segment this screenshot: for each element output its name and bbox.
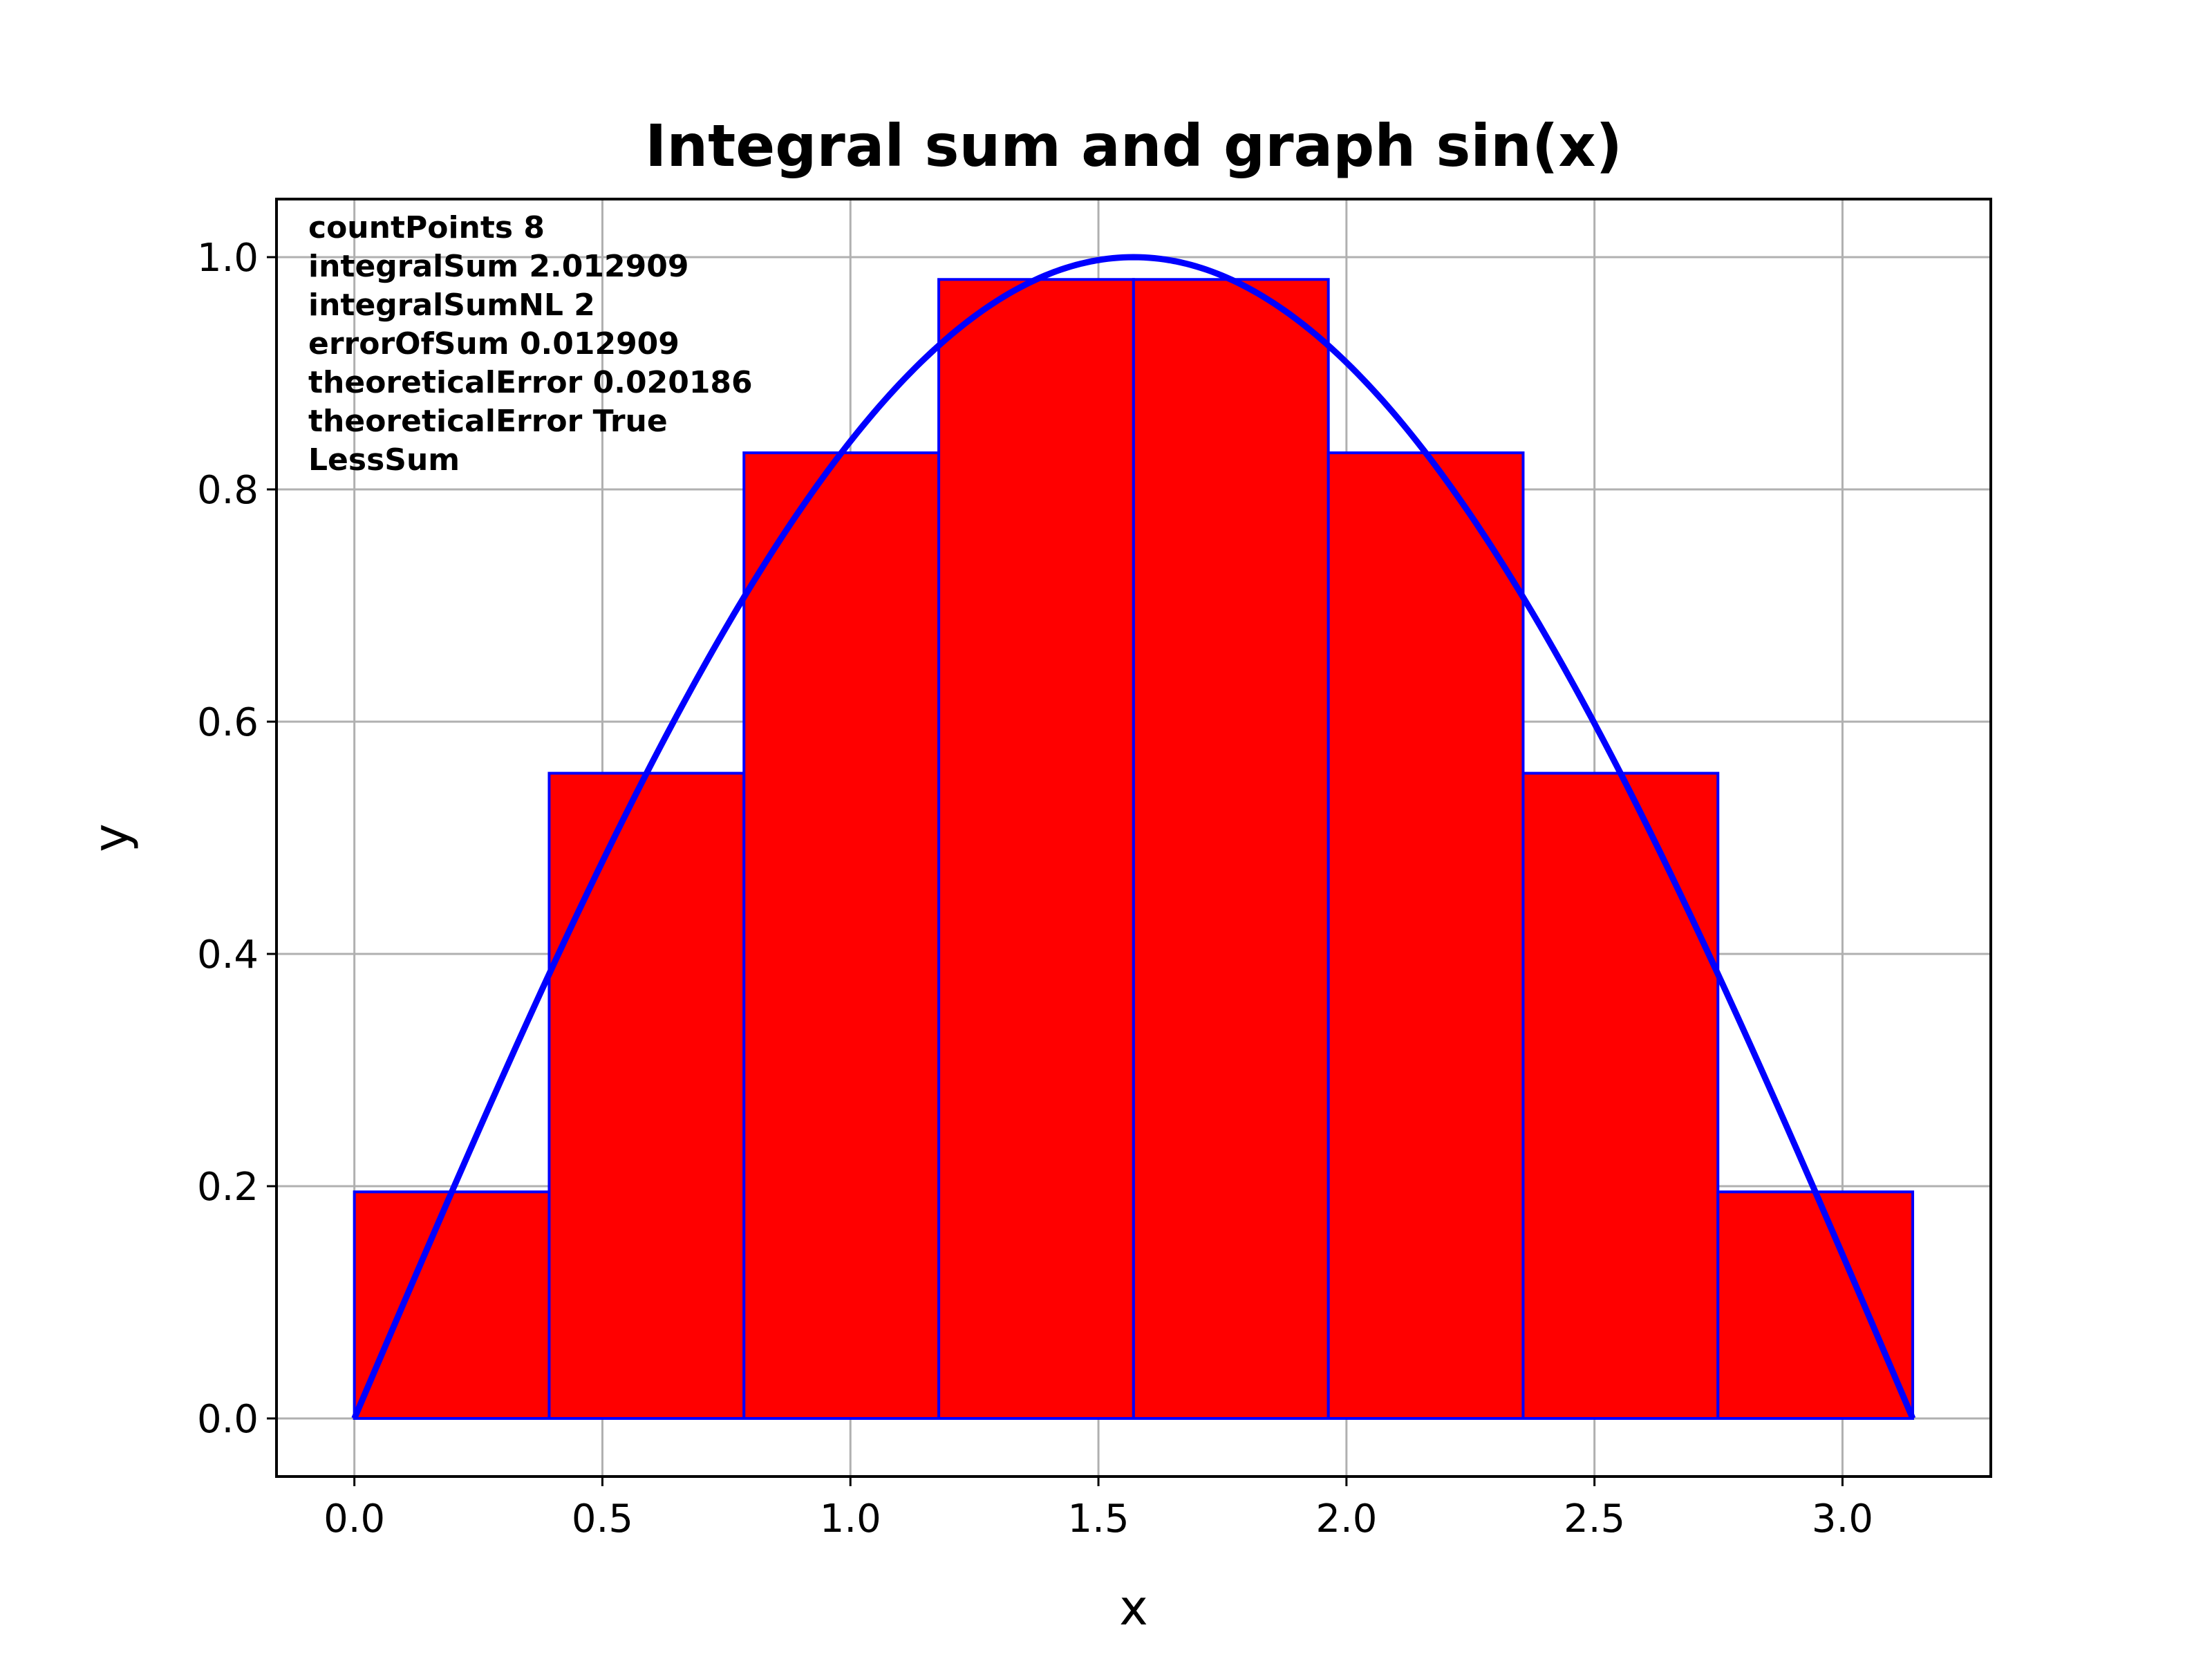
y-axis-ticks: 0.0 0.2 0.4 0.6 0.8 1.0 xyxy=(197,236,276,1442)
annotation-line-2: integralSumNL 2 xyxy=(308,288,595,323)
y-tick-label-1: 0.2 xyxy=(197,1165,259,1210)
annotation-line-1: integralSum 2.012909 xyxy=(308,249,688,284)
bar-5 xyxy=(1327,451,1525,1421)
bar-4 xyxy=(1132,278,1330,1421)
bar-3 xyxy=(937,278,1135,1421)
annotation-line-0: countPoints 8 xyxy=(308,210,545,245)
y-tick-label-5: 1.0 xyxy=(197,236,259,281)
x-tick-label-0: 0.0 xyxy=(324,1497,385,1541)
annotation-box: countPoints 8 integralSum 2.012909 integra… xyxy=(308,210,753,478)
bar-6 xyxy=(1521,771,1720,1421)
x-axis-label: x xyxy=(1119,1580,1147,1636)
y-tick-label-0: 0.0 xyxy=(197,1397,259,1442)
annotation-line-6: LessSum xyxy=(308,442,460,478)
bars xyxy=(353,278,1915,1421)
x-tick-label-3: 1.5 xyxy=(1068,1497,1130,1541)
sin-curve-layer xyxy=(351,254,1916,1420)
bar-7 xyxy=(1716,1190,1915,1421)
x-tick-label-1: 0.5 xyxy=(572,1497,633,1541)
x-tick-label-4: 2.0 xyxy=(1315,1497,1377,1541)
y-tick-label-3: 0.6 xyxy=(197,700,259,745)
sin-curve-line xyxy=(351,254,1916,1420)
chart-title: Integral sum and graph sin(x) xyxy=(645,112,1622,180)
x-tick-label-2: 1.0 xyxy=(820,1497,881,1541)
plot-frame xyxy=(275,198,1992,1478)
annotation-line-5: theoreticalError True xyxy=(308,404,668,439)
bar-1 xyxy=(547,771,746,1421)
x-axis-ticks: 0.0 0.5 1.0 1.5 2.0 2.5 3.0 xyxy=(324,1477,1873,1541)
x-tick-label-5: 2.5 xyxy=(1564,1497,1625,1541)
y-axis-label: y xyxy=(83,823,140,852)
bar-2 xyxy=(742,451,941,1421)
x-tick-label-6: 3.0 xyxy=(1812,1497,1873,1541)
y-tick-label-2: 0.4 xyxy=(197,932,259,977)
annotation-line-3: errorOfSum 0.012909 xyxy=(308,326,679,362)
annotation-line-4: theoreticalError 0.020186 xyxy=(308,365,753,400)
bar-0 xyxy=(353,1190,551,1421)
y-tick-label-4: 0.8 xyxy=(197,468,259,513)
